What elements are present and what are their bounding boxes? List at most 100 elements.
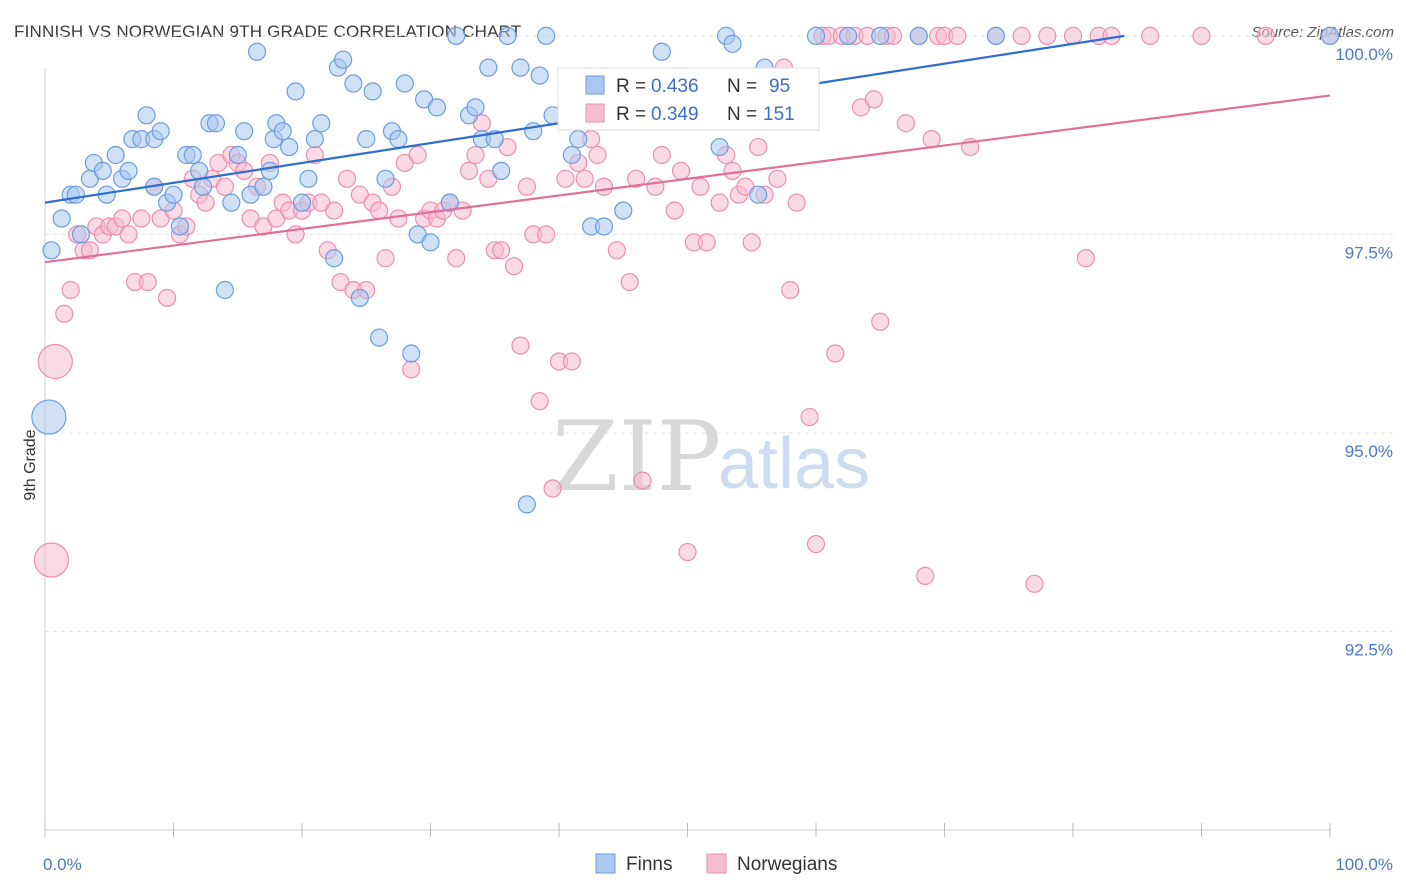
finns-point (106, 145, 125, 165)
norwegians-point (215, 177, 234, 196)
y-tick-label: 92.5% (1345, 640, 1393, 659)
finns-point (466, 98, 485, 117)
norwegians-point (37, 343, 73, 380)
norwegians-point (325, 201, 344, 220)
legend-norwegians-r-value: 0.349 (651, 104, 699, 125)
norwegians-point (871, 312, 890, 331)
finns-point (151, 122, 170, 141)
watermark: ZIP atlas (552, 401, 870, 513)
finns-point (909, 26, 928, 45)
norwegians-point (916, 566, 935, 585)
finns-point (511, 58, 530, 77)
finns-point (164, 185, 183, 204)
finns-point (357, 130, 376, 149)
norwegians-point (376, 249, 395, 268)
finns-point (299, 169, 318, 188)
finns-point (710, 137, 729, 157)
finns-point (170, 217, 190, 236)
finns-point (71, 225, 91, 244)
finns-point (193, 177, 213, 196)
finns-point (871, 26, 890, 45)
finns-point (749, 185, 768, 204)
y-tick-label: 100.0% (1335, 45, 1393, 64)
norwegians-point (826, 344, 845, 363)
finns-point (806, 26, 826, 45)
x-tick-marks (44, 823, 1331, 837)
norwegians-point (864, 90, 883, 109)
finns-point (479, 58, 498, 77)
norwegians-point (402, 360, 421, 379)
finns-point (395, 74, 414, 93)
norwegians-point (620, 272, 639, 292)
watermark-atlas: atlas (718, 424, 870, 504)
norwegians-point (691, 177, 710, 196)
legend-norwegians-n-label: N = (727, 104, 757, 125)
norwegians-point (665, 201, 684, 220)
norwegians-point (697, 233, 716, 252)
legend-finns-swatch (585, 75, 605, 95)
finns-point (402, 344, 421, 363)
finns-point (325, 249, 344, 268)
finns-point (363, 82, 382, 101)
finns-point (350, 288, 369, 308)
norwegians-point (119, 225, 138, 244)
norwegians-point (447, 249, 466, 268)
norwegians-point (370, 201, 389, 220)
legend-finns-r-value: 0.436 (651, 76, 699, 97)
finns-point (562, 145, 581, 165)
finns-point (228, 145, 247, 165)
y-tick-label: 95.0% (1345, 442, 1393, 461)
finns-point (280, 137, 299, 157)
norwegians-point (710, 193, 729, 212)
finns-point (286, 82, 305, 101)
norwegians-point (652, 145, 671, 165)
norwegians-point (646, 177, 665, 196)
norwegians-point (556, 169, 575, 188)
norwegians-point (594, 177, 614, 196)
y-tick-label: 97.5% (1345, 243, 1393, 262)
y-tick-labels: 100.0% 97.5% 95.0% 92.5% (1335, 45, 1393, 660)
finns-point (594, 217, 614, 236)
finns-point (839, 26, 858, 45)
norwegians-point (1076, 249, 1095, 268)
norwegians-point (157, 288, 177, 308)
norwegians-point (922, 130, 941, 149)
legend-bottom-finns-label: Finns (626, 854, 672, 875)
finns-point (652, 42, 671, 61)
norwegians-point (787, 193, 806, 212)
finns-point (93, 161, 112, 180)
norwegians-point (543, 479, 562, 498)
norwegians-point (389, 209, 408, 228)
finns-point (517, 495, 536, 514)
norwegians-point (504, 257, 524, 276)
norwegians-point (588, 145, 607, 165)
finns-point (260, 161, 279, 180)
finns-point (292, 193, 312, 212)
norwegians-point (800, 407, 819, 427)
norwegians-point (749, 137, 768, 157)
norwegians-point (517, 177, 536, 196)
finns-point (235, 122, 254, 141)
finns-point (530, 66, 549, 85)
norwegians-point (61, 280, 80, 300)
finns-point (537, 26, 556, 45)
finns-point (273, 122, 292, 141)
finns-point (183, 145, 202, 165)
finns-point (254, 177, 273, 196)
legend-finns-n-value: 95 (769, 76, 790, 97)
norwegians-point (723, 161, 742, 180)
finns-point (447, 26, 466, 45)
norwegians-point (1012, 26, 1031, 45)
legend-finns-r-label: R = (616, 76, 646, 97)
finns-point (305, 130, 324, 149)
finns-point (492, 161, 511, 180)
finns-point (52, 209, 71, 228)
norwegians-point (1140, 26, 1160, 45)
norwegians-points (33, 26, 1340, 593)
norwegians-point (948, 26, 967, 45)
norwegians-point (575, 169, 594, 188)
finns-point (370, 328, 389, 347)
watermark-zip: ZIP (552, 401, 721, 513)
chart-title: FINNISH VS NORWEGIAN 9TH GRADE CORRELATI… (14, 22, 522, 41)
